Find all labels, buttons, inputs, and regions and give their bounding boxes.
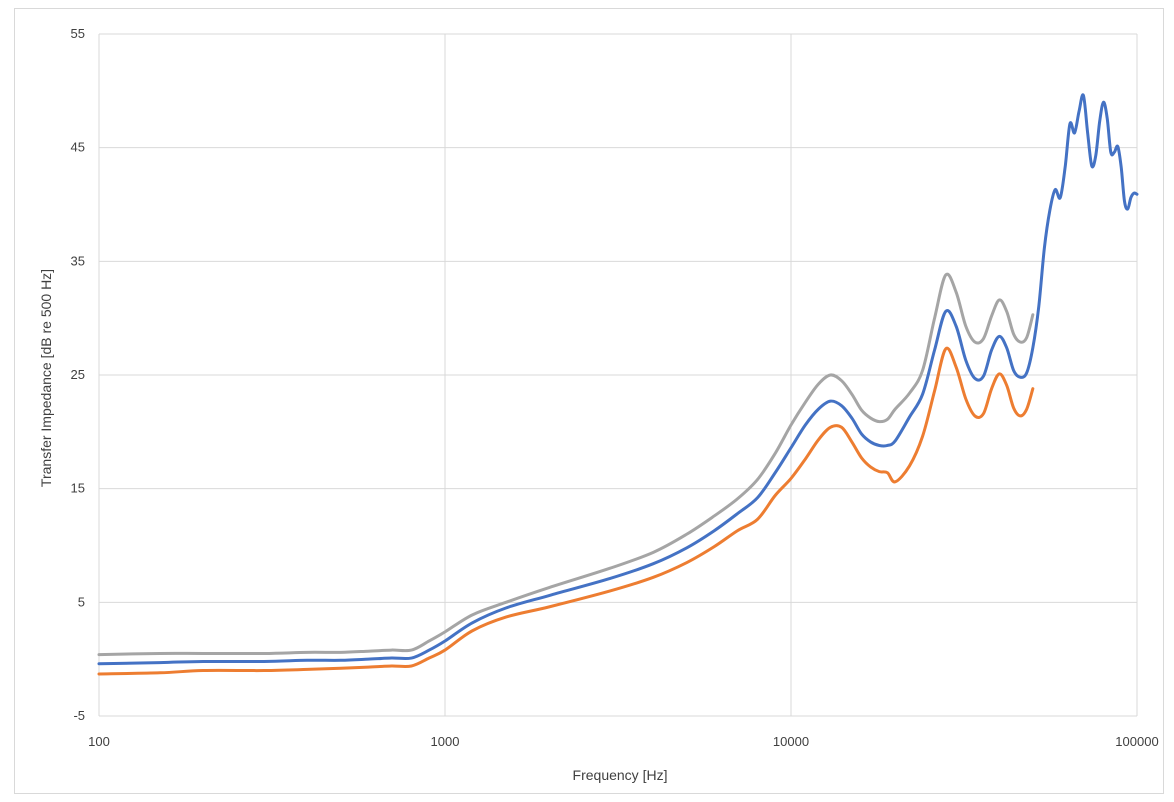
series-line-gray	[97, 272, 1035, 657]
y-tick-label: 35	[71, 253, 85, 268]
x-tick-label: 100000	[1115, 734, 1158, 749]
x-tick-label: 100	[88, 734, 110, 749]
y-tick-label: 5	[78, 594, 85, 609]
y-tick-label: 15	[71, 481, 85, 496]
y-axis-title: Transfer Impedance [dB re 500 Hz]	[38, 269, 54, 487]
y-tick-label: 45	[71, 140, 85, 155]
y-axis-ticks: -5 5 15 25 35 45 55	[71, 26, 85, 723]
y-tick-label: -5	[73, 708, 85, 723]
series-lines	[97, 93, 1139, 676]
x-axis-ticks: 100 1000 10000 100000	[88, 734, 1159, 749]
x-axis-title: Frequency [Hz]	[573, 767, 668, 783]
series-line-orange	[97, 346, 1035, 676]
chart-area	[14, 8, 1164, 794]
y-tick-label: 25	[71, 367, 85, 382]
series-line-blue	[97, 93, 1139, 666]
x-tick-label: 1000	[431, 734, 460, 749]
x-tick-label: 10000	[773, 734, 809, 749]
y-tick-label: 55	[71, 26, 85, 41]
grid-lines	[98, 33, 1138, 717]
